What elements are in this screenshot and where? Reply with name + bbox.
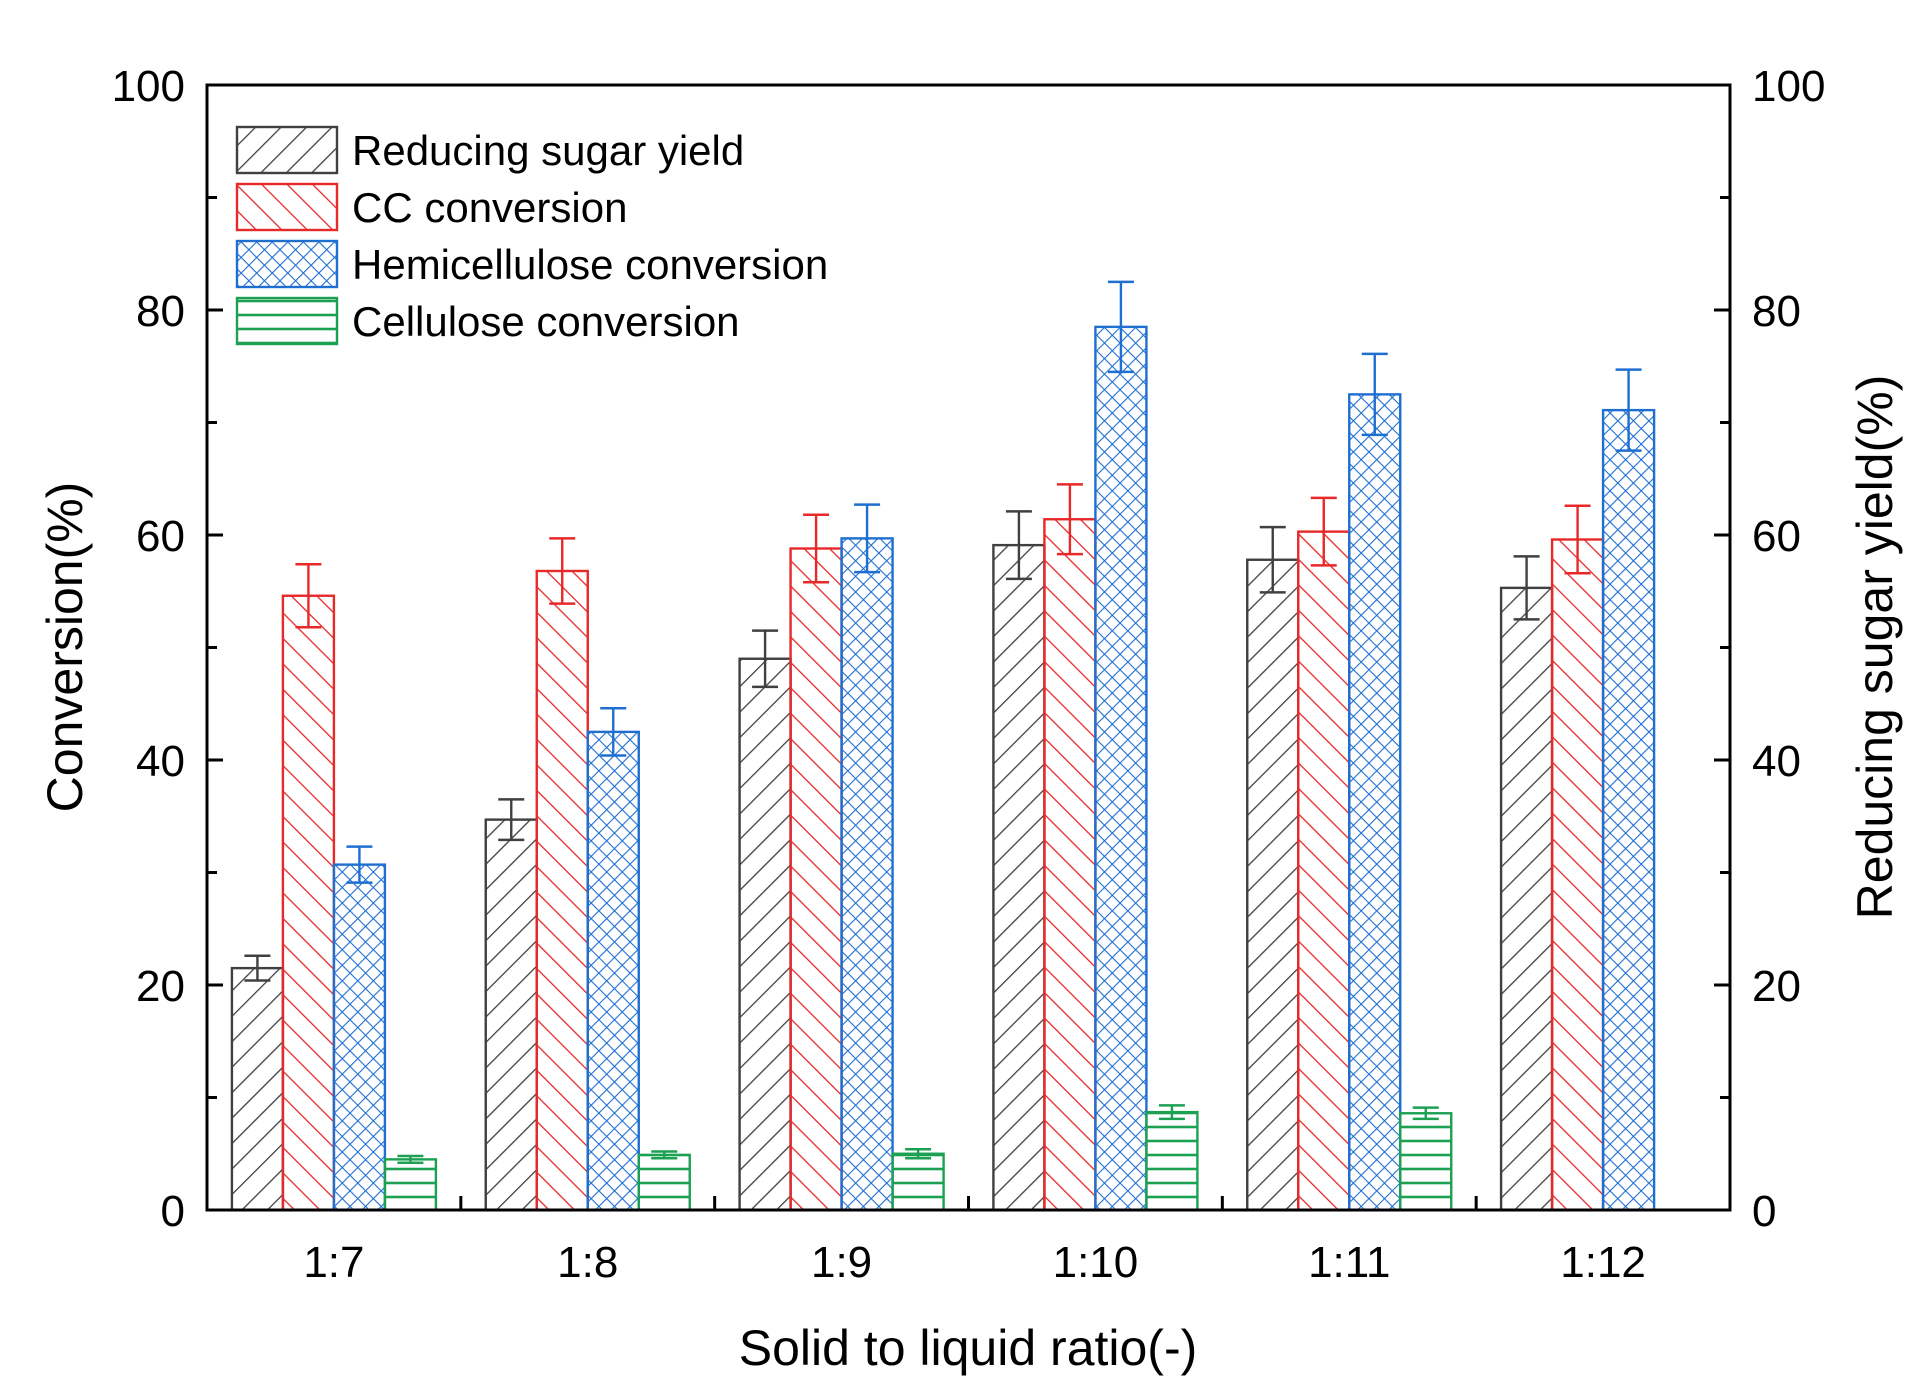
bar-cellulose-conversion-1:8 xyxy=(637,1153,691,1212)
bar-reducing-sugar-yield-1:8 xyxy=(484,818,538,1212)
error-bar-reducing-sugar-yield-1:10 xyxy=(1005,510,1032,581)
error-bar-hemicellulose-conversion-1:8 xyxy=(600,707,627,757)
bar-cc-conversion-1:9 xyxy=(789,547,843,1212)
bar-cellulose-conversion-1:10 xyxy=(1145,1110,1199,1212)
y2-tick-label: 0 xyxy=(1752,1187,1776,1236)
bar-hemicellulose-conversion-1:7 xyxy=(332,863,387,1212)
y2-tick-label: 40 xyxy=(1752,737,1801,786)
bar-cellulose-conversion-1:7 xyxy=(383,1158,438,1212)
x-tick-label: 1:9 xyxy=(811,1238,872,1287)
legend-swatch-cc-conversion xyxy=(235,182,339,232)
y-tick-label: 20 xyxy=(136,962,185,1011)
y2-tick-label: 20 xyxy=(1752,962,1801,1011)
error-bar-cc-conversion-1:9 xyxy=(803,513,830,584)
y-tick-label: 60 xyxy=(136,512,185,561)
error-bar-cc-conversion-1:8 xyxy=(549,537,576,605)
x-tick-label: 1:10 xyxy=(1053,1238,1139,1287)
legend-label: Hemicellulose conversion xyxy=(352,241,828,288)
y-tick-label: 40 xyxy=(136,737,185,786)
error-bar-cc-conversion-1:7 xyxy=(295,563,322,629)
y-tick-label: 80 xyxy=(136,287,185,336)
error-bar-cc-conversion-1:10 xyxy=(1056,483,1083,556)
y2-tick-label: 60 xyxy=(1752,512,1801,561)
error-bar-reducing-sugar-yield-1:7 xyxy=(244,954,271,982)
error-bar-hemicellulose-conversion-1:10 xyxy=(1107,280,1134,374)
bar-cellulose-conversion-1:11 xyxy=(1399,1112,1453,1212)
bar-cc-conversion-1:11 xyxy=(1297,530,1351,1212)
x-tick-label: 1:8 xyxy=(557,1238,618,1287)
bar-cc-conversion-1:12 xyxy=(1550,538,1605,1212)
x-tick-label: 1:11 xyxy=(1308,1238,1390,1287)
x-tick-label: 1:12 xyxy=(1560,1238,1646,1287)
legend-label: Cellulose conversion xyxy=(352,298,740,345)
bar-cellulose-conversion-1:9 xyxy=(891,1152,945,1212)
bar-hemicellulose-conversion-1:12 xyxy=(1601,408,1656,1212)
bar-cc-conversion-1:10 xyxy=(1043,518,1097,1212)
error-bar-cellulose-conversion-1:9 xyxy=(905,1148,932,1160)
error-bar-reducing-sugar-yield-1:9 xyxy=(752,629,779,689)
error-bar-reducing-sugar-yield-1:8 xyxy=(498,798,525,842)
error-bar-hemicellulose-conversion-1:11 xyxy=(1361,352,1388,437)
legend-swatch-cellulose-conversion xyxy=(235,296,339,346)
bar-reducing-sugar-yield-1:9 xyxy=(738,657,792,1212)
error-bar-hemicellulose-conversion-1:12 xyxy=(1615,368,1642,452)
bar-reducing-sugar-yield-1:10 xyxy=(992,543,1046,1212)
error-bar-reducing-sugar-yield-1:12 xyxy=(1513,555,1540,621)
error-bar-hemicellulose-conversion-1:7 xyxy=(346,845,373,884)
x-axis-title: Solid to liquid ratio(-) xyxy=(739,1320,1198,1376)
bar-cc-conversion-1:7 xyxy=(281,594,336,1212)
legend-label: CC conversion xyxy=(352,184,627,231)
y-tick-label: 100 xyxy=(112,62,185,111)
error-bar-cc-conversion-1:11 xyxy=(1310,496,1337,567)
y2-axis-title: Reducing sugar yield(%) xyxy=(1847,375,1903,920)
legend: Reducing sugar yield CC conversion Hemicel… xyxy=(235,125,828,346)
error-bar-cellulose-conversion-1:10 xyxy=(1158,1104,1185,1121)
legend-label: Reducing sugar yield xyxy=(352,127,744,174)
error-bar-cellulose-conversion-1:11 xyxy=(1412,1106,1439,1121)
bar-hemicellulose-conversion-1:10 xyxy=(1094,325,1148,1212)
x-tick-label: 1:7 xyxy=(303,1238,364,1287)
error-bar-hemicellulose-conversion-1:9 xyxy=(854,503,881,574)
error-bar-cellulose-conversion-1:7 xyxy=(397,1154,424,1164)
legend-swatch-reducing-sugar-yield xyxy=(235,125,339,175)
error-bar-reducing-sugar-yield-1:11 xyxy=(1259,525,1286,594)
bar-hemicellulose-conversion-1:8 xyxy=(586,730,640,1212)
error-bar-cc-conversion-1:12 xyxy=(1564,504,1591,575)
bar-reducing-sugar-yield-1:11 xyxy=(1246,558,1300,1212)
bar-cc-conversion-1:8 xyxy=(535,569,589,1212)
y2-tick-label: 100 xyxy=(1752,62,1825,111)
error-bar-cellulose-conversion-1:8 xyxy=(651,1150,678,1160)
y2-tick-label: 80 xyxy=(1752,287,1801,336)
bar-reducing-sugar-yield-1:7 xyxy=(230,966,285,1212)
legend-swatch-hemicellulose-conversion xyxy=(235,239,339,289)
bar-hemicellulose-conversion-1:11 xyxy=(1348,393,1402,1212)
y-tick-label: 0 xyxy=(161,1187,185,1236)
bar-hemicellulose-conversion-1:9 xyxy=(840,537,894,1212)
y-axis-title: Conversion(%) xyxy=(37,482,93,813)
bar-reducing-sugar-yield-1:12 xyxy=(1499,586,1554,1212)
